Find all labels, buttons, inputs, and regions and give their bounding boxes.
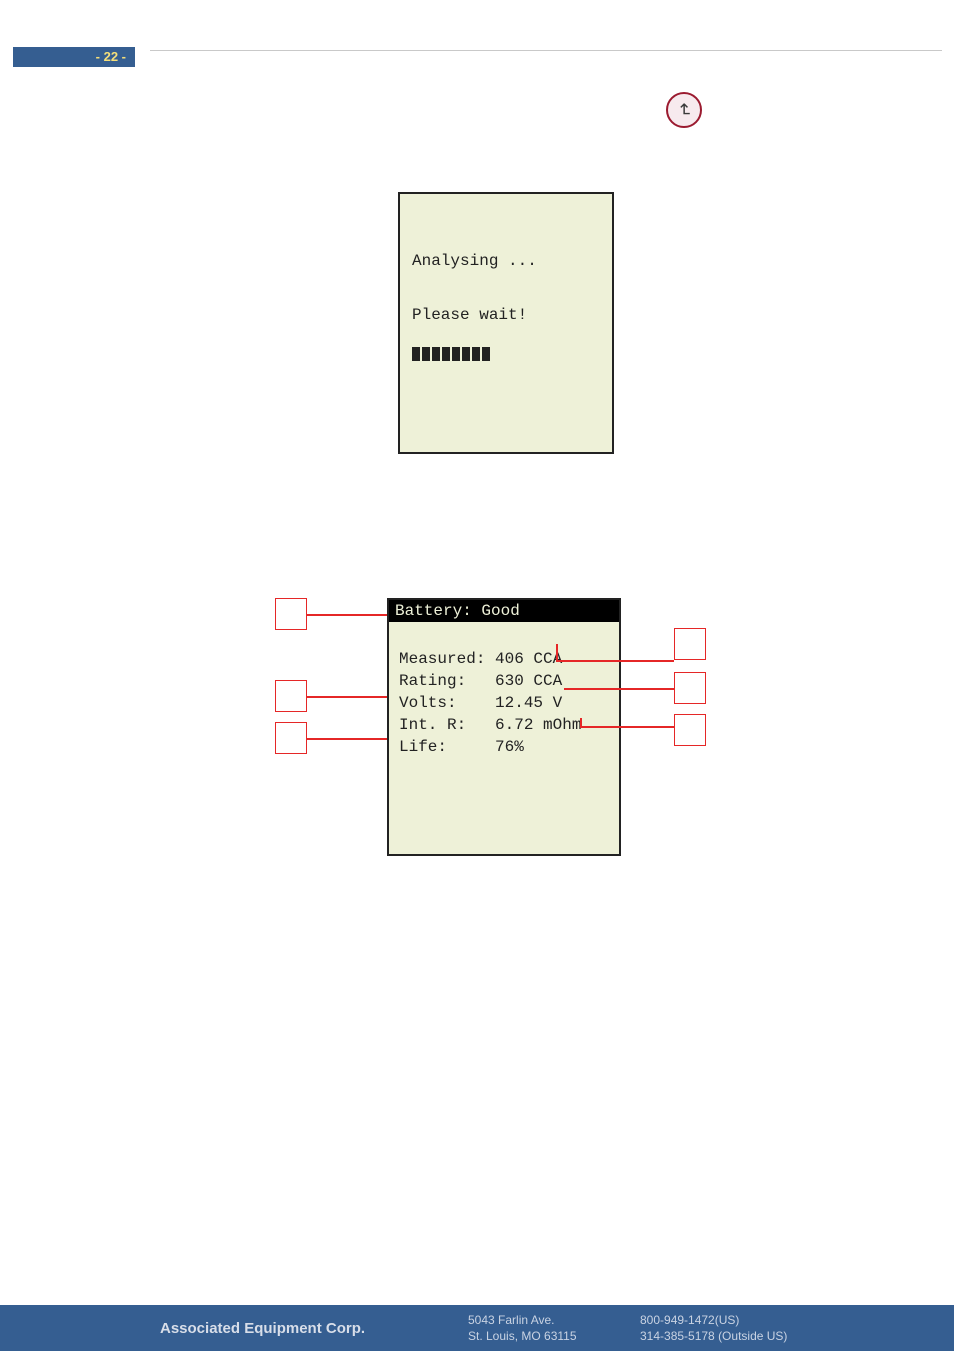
analysing-text: Analysing ... <box>412 252 537 270</box>
footer-bar: Associated Equipment Corp. 5043 Farlin A… <box>0 1305 954 1351</box>
annot-line-right-3 <box>580 726 674 728</box>
row-volts: Volts: 12.45 V <box>399 694 562 712</box>
progress-block <box>462 347 470 361</box>
row-intr: Int. R: 6.72 mOhm <box>399 716 581 734</box>
enter-arrow-icon: ↵ <box>674 102 695 117</box>
progress-block <box>432 347 440 361</box>
annot-box-left-2 <box>275 680 307 712</box>
annot-line-right-1 <box>556 660 674 662</box>
row-measured: Measured: 406 CCA <box>399 650 562 668</box>
footer-brand: Associated Equipment Corp. <box>160 1319 365 1339</box>
annot-box-right-3 <box>674 714 706 746</box>
annot-line-right-2 <box>564 688 674 690</box>
annot-box-left-1 <box>275 598 307 630</box>
footer-address-line1: 5043 Farlin Ave. <box>468 1313 577 1329</box>
annot-line-left-3 <box>307 738 387 740</box>
annot-line-right-3v <box>580 718 582 726</box>
progress-block <box>442 347 450 361</box>
annot-line-left-1 <box>307 614 387 616</box>
footer-phone: 800-949-1472(US) 314-385-5178 (Outside U… <box>640 1313 787 1344</box>
progress-block <box>412 347 420 361</box>
progress-block <box>452 347 460 361</box>
row-life: Life: 76% <box>399 738 524 756</box>
progress-block <box>422 347 430 361</box>
row-rating: Rating: 630 CCA <box>399 672 562 690</box>
footer-phone-line2: 314-385-5178 (Outside US) <box>640 1329 787 1345</box>
annot-box-right-1 <box>674 628 706 660</box>
document-page: - 22 - ↵ Analysing ... Please wait! Batt… <box>0 0 954 1351</box>
footer-phone-line1: 800-949-1472(US) <box>640 1313 787 1329</box>
page-number: - 22 - <box>96 49 126 64</box>
footer-address: 5043 Farlin Ave. St. Louis, MO 63115 <box>468 1313 577 1344</box>
header-rule <box>150 50 942 51</box>
progress-block <box>472 347 480 361</box>
please-wait-text: Please wait! <box>412 306 527 324</box>
enter-key-icon: ↵ <box>666 92 702 128</box>
annot-box-left-3 <box>275 722 307 754</box>
battery-status-header: Battery: Good <box>389 600 619 622</box>
page-number-bar: - 22 - <box>13 47 135 67</box>
progress-block <box>482 347 490 361</box>
progress-bar <box>412 347 492 366</box>
annot-line-left-2 <box>307 696 387 698</box>
annot-box-right-2 <box>674 672 706 704</box>
annot-line-right-1v <box>556 644 558 660</box>
footer-address-line2: St. Louis, MO 63115 <box>468 1329 577 1345</box>
lcd-panel-analysing: Analysing ... Please wait! <box>398 192 614 454</box>
